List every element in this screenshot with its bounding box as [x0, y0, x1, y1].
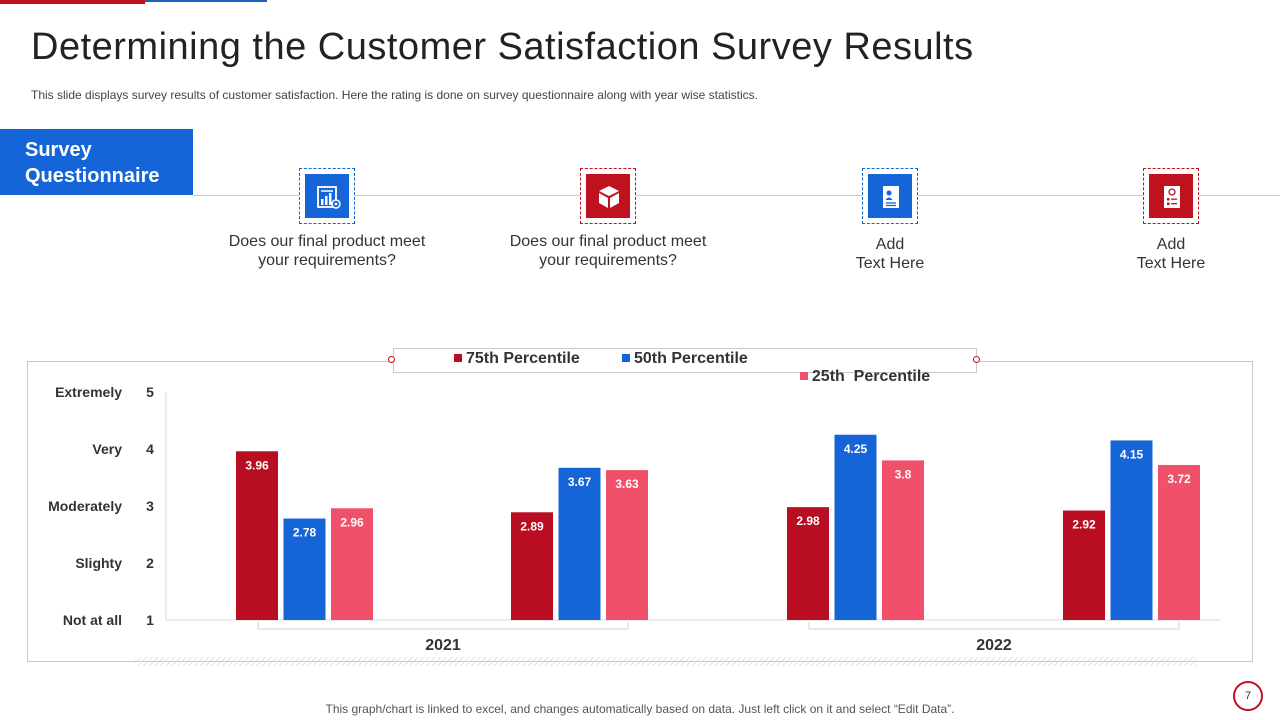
question-2-line1: Does our final product meet	[509, 233, 707, 250]
legend-connector-dot-left	[388, 356, 395, 363]
question-icon-frame	[1143, 168, 1199, 224]
legend-item-25th: 25th Percentile	[791, 350, 930, 386]
question-4-line1: Add	[1156, 236, 1186, 253]
legend-item-75th: 75th Percentile	[454, 350, 580, 368]
question-item-2: Does our final product meet your require…	[493, 168, 723, 270]
question-1-line1: Does our final product meet	[228, 233, 426, 250]
legend-label: 25th Percentile	[811, 368, 931, 385]
legend-swatch	[622, 354, 630, 362]
question-icon-frame	[862, 168, 918, 224]
product-box-icon	[599, 186, 619, 208]
top-accent-red	[0, 0, 145, 4]
top-accent-blue	[145, 0, 267, 2]
document-person-icon	[883, 186, 899, 208]
question-text-1: Does our final product meet your require…	[212, 232, 442, 270]
survey-questionnaire-line1: Survey	[25, 139, 92, 161]
legend-label: 50th Percentile	[634, 350, 748, 367]
legend-swatch	[454, 354, 462, 362]
question-item-1: Does our final product meet your require…	[212, 168, 442, 270]
question-item-4: Add Text Here	[1056, 168, 1280, 273]
question-icon-frame	[299, 168, 355, 224]
checklist-icon	[1164, 186, 1180, 208]
page-number: 7	[1233, 681, 1263, 711]
question-4-line2: Text Here	[1136, 255, 1206, 272]
question-3-line1: Add	[875, 236, 905, 253]
survey-questionnaire-label: Survey Questionnaire	[0, 129, 193, 195]
chart-legend	[393, 348, 977, 373]
page-title: Determining the Customer Satisfaction Su…	[31, 26, 974, 68]
legend-item-50th: 50th Percentile	[622, 350, 748, 368]
questionnaire-divider	[193, 195, 1280, 196]
question-text-4: Add Text Here	[1056, 235, 1280, 273]
page-subtitle: This slide displays survey results of cu…	[31, 88, 758, 102]
question-3-line2: Text Here	[855, 255, 925, 272]
report-chart-icon	[317, 186, 341, 209]
question-1-line2: your requirements?	[258, 252, 396, 269]
question-text-2: Does our final product meet your require…	[493, 232, 723, 270]
question-text-3: Add Text Here	[775, 235, 1005, 273]
footer-note: This graph/chart is linked to excel, and…	[325, 702, 955, 716]
survey-questionnaire-line2: Questionnaire	[25, 165, 160, 187]
legend-connector-dot-right	[973, 356, 980, 363]
legend-swatch	[799, 372, 808, 380]
question-icon-frame	[580, 168, 636, 224]
question-item-3: Add Text Here	[775, 168, 1005, 273]
chart-frame	[27, 361, 1253, 662]
question-2-line2: your requirements?	[539, 252, 677, 269]
legend-label: 75th Percentile	[466, 350, 580, 367]
